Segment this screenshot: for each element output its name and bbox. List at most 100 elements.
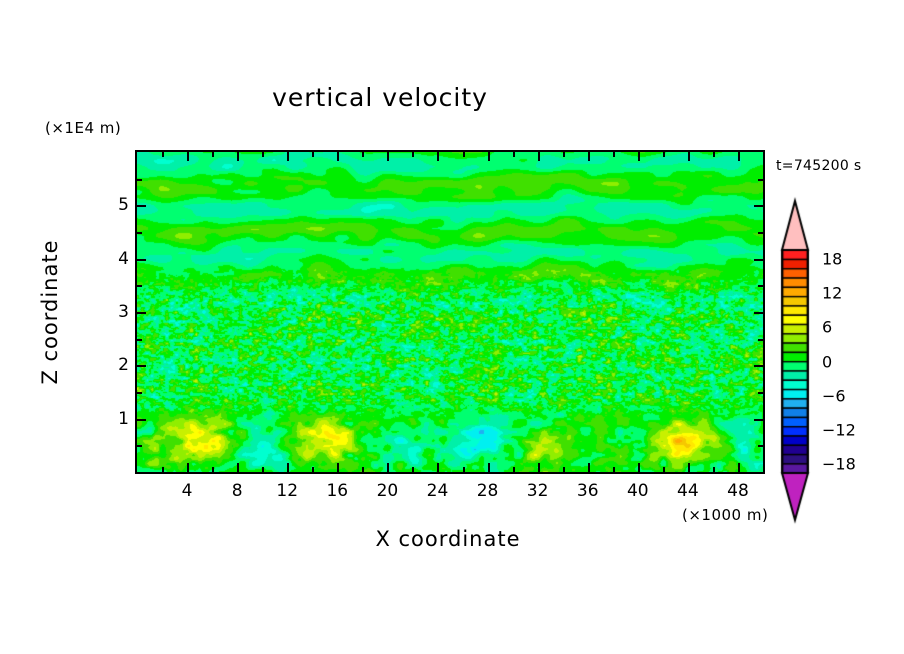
colorbar: 18 12 6 0 −6 −12 −18 (778, 195, 898, 525)
y-tick-right (758, 392, 763, 394)
x-tick-top (512, 152, 515, 157)
x-tick-bottom (437, 463, 440, 472)
x-tick-bottom (212, 467, 215, 472)
x-tick-bottom (187, 463, 190, 472)
y-tick-label: 4 (118, 248, 129, 269)
y-tick-right (754, 258, 763, 261)
y-tick-left (137, 285, 142, 288)
y-tick-left (137, 232, 142, 234)
x-tick-bottom (737, 463, 740, 472)
x-tick-top (462, 152, 465, 157)
x-tick-top (262, 152, 265, 157)
x-tick-top (187, 152, 190, 161)
y-axis-title: Z coordinate (38, 239, 62, 385)
page-title: vertical velocity (272, 83, 488, 112)
x-tick-bottom (337, 463, 340, 472)
x-tick-top (387, 152, 390, 161)
x-tick-top (687, 152, 690, 161)
y-tick-right (758, 285, 763, 288)
y-tick-left (137, 365, 146, 368)
x-tick-label: 32 (526, 481, 549, 501)
x-tick-bottom (537, 463, 540, 472)
colorbar-tick-label: 18 (822, 249, 843, 269)
x-tick-top (312, 152, 315, 157)
y-tick-right (754, 365, 763, 368)
x-tick-bottom (312, 467, 315, 472)
y-tick-left (137, 418, 146, 421)
y-tick-right (758, 445, 763, 448)
x-axis-title: X coordinate (375, 527, 521, 551)
y-tick-right (758, 232, 763, 234)
x-tick-label: 28 (476, 481, 499, 501)
y-tick-right (758, 178, 763, 181)
y-tick-left (137, 178, 142, 181)
x-tick-label: 44 (677, 481, 699, 501)
x-tick-label: 16 (326, 481, 349, 501)
colorbar-swatches (778, 195, 818, 525)
x-tick-bottom (612, 467, 615, 472)
x-tick-bottom (412, 467, 415, 472)
x-tick-bottom (237, 463, 240, 472)
y-tick-right (754, 418, 763, 421)
colorbar-tick-label: −6 (822, 386, 846, 406)
x-tick-top (587, 152, 590, 161)
x-tick-label: 20 (376, 481, 399, 501)
x-axis-unit-label: (×1000 m) (682, 506, 769, 524)
colorbar-tick-label: 12 (822, 283, 843, 303)
y-axis-unit-label: (×1E4 m) (45, 119, 122, 137)
y-tick-label: 3 (118, 302, 129, 322)
x-tick-top (612, 152, 615, 157)
x-tick-label: 8 (231, 481, 243, 501)
y-tick-left (137, 258, 146, 261)
y-tick-right (758, 338, 763, 341)
x-tick-bottom (387, 463, 390, 472)
x-tick-bottom (262, 467, 265, 472)
y-tick-left (137, 445, 142, 448)
x-tick-top (412, 152, 415, 157)
y-tick-left (137, 205, 146, 208)
x-tick-top (637, 152, 640, 161)
contour-field (137, 152, 763, 472)
y-tick-left (137, 392, 142, 394)
x-tick-bottom (562, 467, 565, 472)
y-tick-right (754, 205, 763, 208)
y-tick-left (137, 338, 142, 341)
x-tick-bottom (512, 467, 515, 472)
x-tick-bottom (162, 467, 165, 472)
colorbar-tick-label: −18 (822, 454, 856, 474)
plot-area (135, 150, 765, 474)
y-tick-left (137, 312, 146, 314)
x-tick-top (662, 152, 665, 157)
x-tick-bottom (687, 463, 690, 472)
x-tick-bottom (587, 463, 590, 472)
x-tick-bottom (637, 463, 640, 472)
x-tick-bottom (362, 467, 365, 472)
x-tick-top (337, 152, 340, 161)
y-tick-label: 1 (118, 408, 129, 429)
x-tick-top (712, 152, 715, 157)
x-tick-bottom (287, 463, 290, 472)
x-tick-bottom (487, 463, 490, 472)
x-tick-top (237, 152, 240, 161)
x-tick-top (362, 152, 365, 157)
x-tick-label: 12 (276, 481, 299, 501)
y-tick-right (754, 312, 763, 314)
x-tick-label: 40 (626, 481, 649, 501)
x-tick-bottom (462, 467, 465, 472)
colorbar-tick-label: 6 (822, 317, 833, 337)
x-tick-bottom (662, 467, 665, 472)
x-tick-label: 36 (576, 481, 599, 501)
x-tick-label: 24 (426, 481, 449, 501)
x-tick-top (562, 152, 565, 157)
x-tick-top (737, 152, 740, 161)
x-tick-top (212, 152, 215, 157)
y-tick-label: 2 (118, 355, 129, 376)
x-tick-top (487, 152, 490, 161)
x-tick-top (537, 152, 540, 161)
x-tick-label: 4 (181, 481, 193, 501)
x-tick-top (287, 152, 290, 161)
y-tick-label: 5 (118, 195, 129, 216)
time-annotation: t=745200 s (776, 158, 862, 174)
x-tick-label: 48 (727, 481, 749, 501)
